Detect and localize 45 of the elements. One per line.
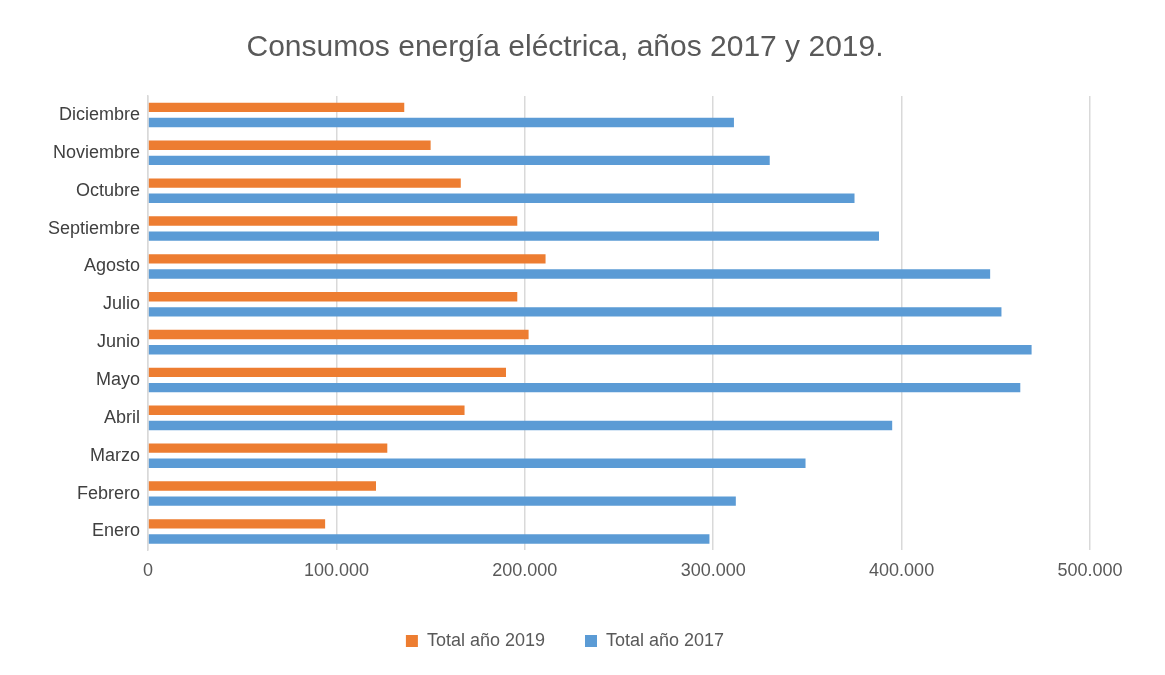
x-tick-label: 300.000 (680, 560, 746, 581)
bar (148, 140, 431, 150)
bar (148, 102, 405, 113)
y-tick-label: Octubre (76, 179, 141, 200)
x-tick-label: 200.000 (492, 560, 558, 581)
bar (148, 345, 1032, 355)
bar (148, 405, 465, 415)
y-tick-label: Julio (103, 293, 141, 314)
y-tick-label: Junio (97, 331, 141, 352)
y-tick-label: Mayo (96, 368, 141, 389)
chart-title: Consumos energía eléctrica, años 2017 y 2019. (246, 29, 884, 63)
bar (148, 329, 529, 340)
y-tick-label: Abril (104, 406, 141, 427)
bar (148, 216, 518, 226)
bar (148, 117, 734, 128)
y-tick-label: Diciembre (59, 103, 141, 124)
bar (148, 231, 879, 241)
legend-label: Total año 2019 (426, 629, 546, 650)
y-tick-label: Noviembre (53, 141, 141, 162)
bar (148, 269, 991, 279)
y-tick-label: Marzo (90, 444, 141, 465)
bar (148, 420, 893, 431)
y-tick-label: Septiembre (47, 217, 141, 238)
bar (148, 481, 376, 491)
bar (148, 367, 506, 378)
bar (148, 178, 461, 188)
bar (148, 382, 1021, 393)
bar (148, 496, 736, 506)
bar (148, 443, 388, 453)
bar (148, 155, 770, 166)
bar (148, 292, 518, 302)
y-tick-label: Enero (92, 520, 141, 541)
bar (148, 534, 710, 544)
x-tick-label: 500.000 (1057, 560, 1123, 581)
y-tick-label: Febrero (77, 482, 141, 503)
bar (148, 307, 1002, 317)
legend-label: Total año 2017 (606, 629, 725, 650)
bar (148, 458, 806, 468)
x-tick-label: 100.000 (303, 560, 369, 581)
y-tick-label: Agosto (84, 255, 141, 276)
x-tick-label: 0 (143, 560, 154, 581)
bar (148, 193, 855, 203)
bar (148, 254, 546, 264)
x-tick-label: 400.000 (869, 560, 935, 581)
bar (148, 519, 326, 529)
